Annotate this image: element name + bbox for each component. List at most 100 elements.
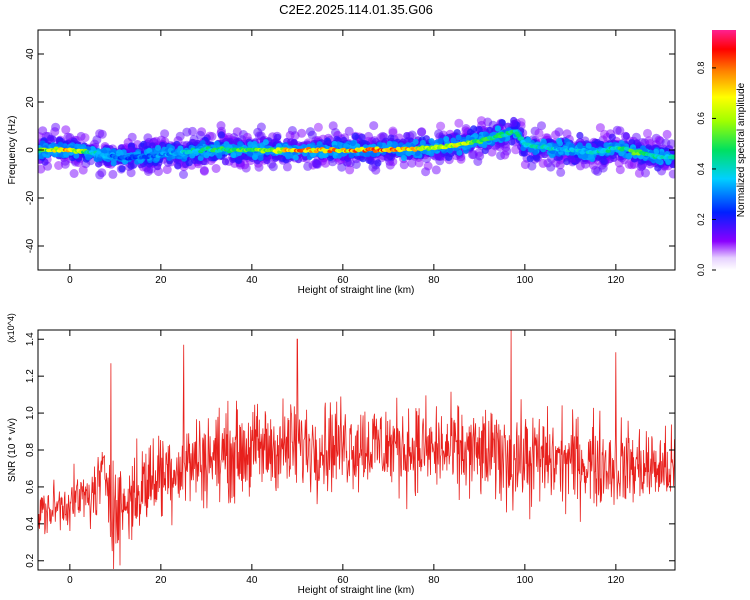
spectrogram-cell (454, 118, 464, 128)
spectrogram-cell (456, 149, 463, 156)
spectrogram-cell (470, 125, 478, 133)
spectrogram-cell (532, 149, 539, 156)
spectrogram-cell (533, 154, 541, 162)
colorbar-axes: 0.0 0.2 0.4 0.6 0.8 (696, 62, 716, 276)
spectrogram-cell (534, 128, 544, 138)
spectrogram-cell (414, 150, 421, 157)
spectrogram-cell (403, 132, 411, 140)
spectrogram-cell (494, 125, 501, 132)
spectrogram-cell (175, 131, 185, 141)
snr-ytick-label: 1.2 (25, 369, 36, 383)
spectrogram-cell (78, 165, 88, 175)
spectrogram-cell (92, 135, 102, 145)
spectrogram-cell (321, 158, 330, 168)
spectrogram-cell (526, 155, 534, 163)
spectrogram-xtick-label: 20 (155, 275, 167, 286)
spectrogram-cell (284, 151, 291, 158)
snr-panel: 0 20 40 60 80 100 120 0.2 0.4 0.6 0.8 1.0 1.2 1.4 (x1… (6, 313, 676, 596)
spectrogram-cell (358, 133, 366, 141)
spectrogram-cell (211, 164, 221, 173)
spectrogram-cell (189, 152, 196, 159)
spectrogram-xtick-label: 120 (608, 275, 625, 286)
spectrogram-ridge-cell (672, 154, 675, 158)
spectrogram-cell (364, 151, 371, 158)
spectrogram-cell (174, 162, 182, 170)
spectrogram-ridge-cell (515, 133, 522, 138)
spectrogram-ytick-label: -20 (25, 190, 36, 205)
spectrogram-xtick-label: 0 (67, 275, 73, 286)
spectrogram-cell (118, 165, 126, 173)
spectrogram-cell (541, 151, 549, 159)
snr-xtick-label: 40 (246, 575, 258, 586)
spectrogram-cell (282, 162, 292, 172)
spectrogram-cell (312, 159, 322, 169)
snr-xtick-label: 60 (337, 575, 349, 586)
spectrogram-cell (421, 167, 431, 177)
colorbar-tick-label: 0.2 (696, 213, 706, 226)
spectrogram-cell (223, 141, 230, 148)
spectrogram-cell (591, 165, 601, 175)
spectrogram-cell (155, 144, 161, 151)
spectrogram-cell (38, 153, 42, 160)
spectrogram-cell (272, 154, 280, 162)
spectrogram-cell (554, 127, 564, 137)
spectrogram-cell (97, 129, 107, 139)
spectrogram-cell (253, 127, 263, 137)
snr-ytick-label: 1.0 (25, 406, 36, 420)
spectrogram-xtick-label: 60 (337, 275, 349, 286)
snr-ylabel: SNR (10 * v/v) (7, 418, 18, 482)
spectrogram-cell (608, 133, 616, 141)
spectrogram-cell (348, 152, 355, 159)
spectrogram-cell (237, 141, 244, 147)
snr-axes: 0 20 40 60 80 100 120 0.2 0.4 0.6 0.8 1.0 1.2 1.4 (25, 330, 675, 586)
spectrogram-cell (297, 128, 307, 138)
spectrogram-cell (662, 129, 672, 139)
spectrogram-cell (668, 169, 675, 179)
spectrogram-cell (622, 132, 630, 140)
spectrogram-ridge-cell (605, 149, 611, 153)
spectrogram-cell (351, 132, 359, 140)
spectrogram-xtick-label: 100 (517, 275, 534, 286)
spectrogram-cell (310, 151, 317, 158)
spectrogram-ridge-cell (579, 150, 585, 155)
snr-ytick-label: 1.4 (25, 332, 36, 346)
spectrogram-cell (162, 165, 172, 175)
spectrogram-cell (73, 152, 80, 159)
spectrogram-cell (474, 148, 484, 158)
spectrogram-cell (349, 140, 356, 147)
spectrogram-cell (538, 158, 548, 168)
spectrogram-cell (428, 138, 435, 145)
spectrogram-cell (641, 168, 650, 178)
spectrogram-cell (636, 162, 646, 172)
spectrogram-cell (525, 136, 532, 143)
spectrogram-cell (85, 154, 92, 161)
spectrogram-cell (653, 148, 660, 155)
spectrogram-ridge-cell (518, 136, 525, 141)
spectrogram-cell (625, 153, 632, 160)
spectrogram-cell (344, 126, 354, 136)
spectrogram-cell (419, 139, 426, 146)
spectrogram-cell (527, 146, 534, 153)
spectrogram-cell (527, 161, 537, 171)
spectrogram-cell (369, 121, 379, 131)
spectrogram-cell (337, 162, 347, 172)
spectrogram-cell (274, 133, 282, 141)
spectrogram-axes: 0 20 40 60 80 100 120 -40 -20 0 20 40 (25, 30, 675, 286)
spectrogram-cell (481, 147, 489, 155)
spectrogram-cell (399, 160, 409, 170)
spectrogram-cell (376, 141, 383, 148)
spectrogram-cell (434, 153, 442, 161)
spectrogram-cell (661, 138, 671, 148)
spectrogram-cell (252, 154, 258, 161)
spectrogram-cell (612, 125, 622, 135)
spectrogram-cell (447, 147, 453, 154)
spectrogram-cell (473, 157, 483, 166)
spectrogram-cell (665, 159, 672, 165)
spectrogram-cell (290, 139, 298, 147)
spectrogram-cell (436, 121, 446, 131)
snr-xtick-label: 120 (608, 575, 625, 586)
snr-series-line (38, 330, 675, 570)
spectrogram-cell (262, 139, 269, 146)
spectrogram-cell (417, 127, 426, 137)
